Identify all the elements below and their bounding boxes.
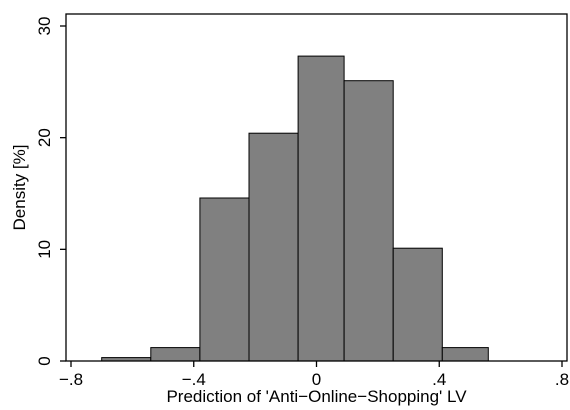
histogram-bar	[343, 80, 394, 362]
y-axis-title: Density [%]	[10, 145, 29, 231]
histogram-bar	[297, 55, 345, 362]
histogram-bar	[248, 132, 299, 362]
histogram-bar	[150, 347, 201, 362]
x-axis-title: Prediction of 'Anti−Online−Shopping' LV	[166, 387, 467, 406]
y-tick-label: 0	[35, 356, 54, 365]
histogram-bar	[441, 347, 489, 362]
x-axis: −.8 −.4 0 .4 .8	[59, 361, 569, 389]
y-axis: 0 10 20 30	[35, 17, 66, 366]
x-tick-label: −.4	[182, 370, 206, 389]
x-tick-label: −.8	[59, 370, 83, 389]
histogram-bar	[392, 247, 443, 362]
y-tick-label: 20	[35, 128, 54, 147]
bars-layer	[101, 55, 489, 362]
x-tick-label: 0	[312, 370, 321, 389]
histogram-bar	[199, 197, 250, 362]
x-tick-label: .4	[432, 370, 446, 389]
y-tick-label: 30	[35, 17, 54, 36]
y-tick-label: 10	[35, 240, 54, 259]
x-tick-label: .8	[555, 370, 569, 389]
